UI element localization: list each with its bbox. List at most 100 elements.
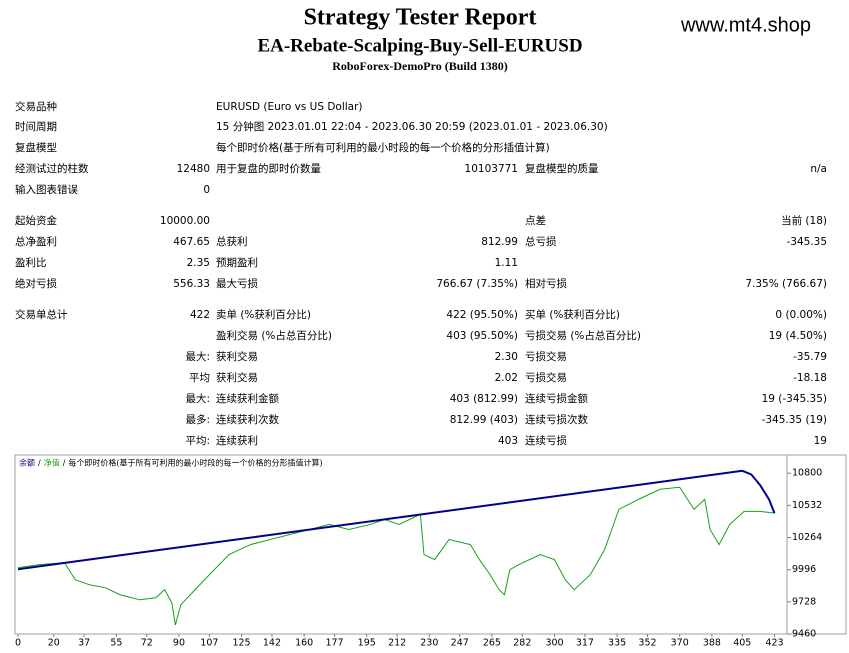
x-tick-label: 388 xyxy=(703,638,721,649)
table-cell: 连续亏损金额 xyxy=(525,392,588,405)
x-tick-label: 317 xyxy=(576,638,594,649)
x-tick-label: 212 xyxy=(388,638,406,649)
y-tick-label: 10532 xyxy=(792,500,822,511)
x-tick-label: 195 xyxy=(358,638,376,649)
table-cell: 盈利交易 (%占总百分比) xyxy=(216,329,332,342)
table-cell: 当前 (18) xyxy=(781,214,827,227)
x-tick-label: 125 xyxy=(232,638,250,649)
x-tick-label: 300 xyxy=(545,638,563,649)
x-tick-label: 160 xyxy=(295,638,313,649)
table-cell: 766.67 (7.35%) xyxy=(436,278,518,290)
table-cell: 15 分钟图 2023.01.01 22:04 - 2023.06.30 20:… xyxy=(216,120,608,133)
table-cell: 403 (95.50%) xyxy=(446,330,518,342)
x-tick-label: 0 xyxy=(15,638,21,649)
table-cell: 812.99 (403) xyxy=(450,414,518,426)
table-cell: 获利交易 xyxy=(216,371,258,384)
table-cell: 422 (95.50%) xyxy=(446,309,518,321)
table-cell: 亏损交易 xyxy=(525,350,567,363)
table-cell: -345.35 (19) xyxy=(762,414,827,426)
table-cell: 起始资金 xyxy=(15,214,57,227)
table-cell: n/a xyxy=(810,163,827,175)
table-cell: 复盘模型的质量 xyxy=(525,162,599,175)
table-cell: 连续获利 xyxy=(216,434,258,447)
table-cell: 连续获利次数 xyxy=(216,413,279,426)
table-cell: 输入图表错误 xyxy=(15,183,78,196)
table-cell: 总获利 xyxy=(216,235,248,248)
table-cell: 2.30 xyxy=(495,351,518,363)
x-tick-label: 177 xyxy=(325,638,343,649)
x-tick-label: 370 xyxy=(671,638,689,649)
legend-separator: / xyxy=(63,459,66,468)
x-tick-label: 72 xyxy=(141,638,153,649)
y-tick-label: 10264 xyxy=(792,532,822,543)
table-cell: 10000.00 xyxy=(160,215,210,227)
y-tick-label: 9728 xyxy=(792,596,816,607)
x-tick-label: 265 xyxy=(483,638,501,649)
legend-note: 每个即时价格(基于所有可利用的最小时段的每一个价格的分形插值计算) xyxy=(68,458,322,468)
x-tick-label: 90 xyxy=(173,638,185,649)
table-cell: 用于复盘的即时价数量 xyxy=(216,162,321,175)
table-cell: 每个即时价格(基于所有可利用的最小时段的每一个价格的分形插值计算) xyxy=(216,141,550,154)
table-cell: 获利交易 xyxy=(216,350,258,363)
table-cell: -345.35 xyxy=(786,236,827,248)
table-cell: -18.18 xyxy=(793,372,827,384)
y-tick-label: 10800 xyxy=(792,468,822,479)
table-cell: 2.35 xyxy=(187,257,210,269)
table-cell: 平均 xyxy=(189,372,210,384)
table-cell: 卖单 (%获利百分比) xyxy=(216,308,311,321)
table-cell: 0 (0.00%) xyxy=(775,309,827,321)
table-cell: 10103771 xyxy=(465,163,518,175)
x-tick-label: 247 xyxy=(451,638,469,649)
table-cell: 812.99 xyxy=(481,236,518,248)
table-cell: 19 (-345.35) xyxy=(762,393,827,405)
table-cell: 亏损交易 xyxy=(525,371,567,384)
table-cell: 点差 xyxy=(525,214,546,227)
report-title: Strategy Tester Report xyxy=(304,5,537,31)
legend-separator: / xyxy=(38,459,41,468)
legend-entry: 净值 xyxy=(44,458,60,468)
table-cell: -35.79 xyxy=(793,351,827,363)
x-tick-label: 142 xyxy=(263,638,281,649)
table-cell: 总亏损 xyxy=(525,235,557,248)
table-cell: EURUSD (Euro vs US Dollar) xyxy=(216,101,363,113)
table-cell: 连续亏损 xyxy=(525,434,567,447)
x-tick-label: 37 xyxy=(78,638,90,649)
table-cell: 0 xyxy=(203,184,210,196)
x-tick-label: 335 xyxy=(608,638,626,649)
table-cell: 最大亏损 xyxy=(216,277,258,290)
x-tick-label: 282 xyxy=(513,638,531,649)
table-cell: 时间周期 xyxy=(15,120,57,133)
table-cell: 相对亏损 xyxy=(525,277,567,290)
table-cell: 经测试过的柱数 xyxy=(15,162,89,175)
legend-entry: 余额 xyxy=(19,458,35,468)
table-cell: 556.33 xyxy=(173,278,210,290)
series-line xyxy=(17,469,776,571)
table-cell: 复盘模型 xyxy=(15,141,57,154)
table-cell: 12480 xyxy=(177,163,210,175)
table-cell: 19 (4.50%) xyxy=(769,330,827,342)
table-cell: 1.11 xyxy=(495,257,518,269)
table-cell: 预期盈利 xyxy=(216,257,258,269)
table-cell: 403 xyxy=(498,435,518,447)
table-cell: 连续亏损次数 xyxy=(525,413,588,426)
x-tick-label: 20 xyxy=(48,638,60,649)
table-cell: 2.02 xyxy=(495,372,518,384)
table-cell: 交易单总计 xyxy=(15,308,68,321)
table-cell: 平均: xyxy=(185,435,210,447)
table-cell: 467.65 xyxy=(173,236,210,248)
chart-frame xyxy=(14,454,847,635)
x-tick-label: 352 xyxy=(638,638,656,649)
series-line xyxy=(17,486,775,626)
y-tick-label: 9996 xyxy=(792,564,816,575)
table-cell: 买单 (%获利百分比) xyxy=(525,308,620,321)
x-tick-label: 55 xyxy=(110,638,122,649)
x-tick-label: 405 xyxy=(733,638,751,649)
table-cell: 422 xyxy=(190,309,210,321)
table-cell: 19 xyxy=(814,435,827,447)
table-cell: 最多: xyxy=(185,413,210,426)
x-tick-label: 423 xyxy=(765,638,783,649)
table-cell: 连续获利金额 xyxy=(216,392,279,405)
table-cell: 亏损交易 (%占总百分比) xyxy=(525,329,641,342)
table-cell: 403 (812.99) xyxy=(450,393,518,405)
